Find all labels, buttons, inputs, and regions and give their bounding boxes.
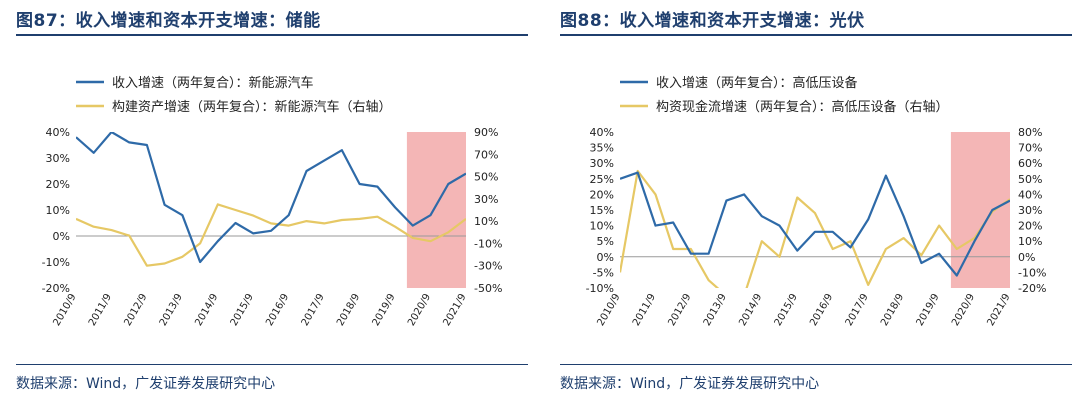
right-axis-tick-label: 20% <box>1018 220 1042 233</box>
left-axis-tick-label: 15% <box>590 204 614 217</box>
left-axis-tick-label: 5% <box>597 235 614 248</box>
left-axis-tick-label: 40% <box>46 126 70 139</box>
x-axis-tick-label: 2018/9 <box>879 292 906 328</box>
chart-panel-88: 图88：收入增速和资本开支增速：光伏 收入增速（两年复合）：高低压设备构资现金流… <box>560 0 1080 405</box>
right-axis-tick-label: 30% <box>1018 204 1042 217</box>
right-axis-tick-label: 90% <box>474 126 498 139</box>
x-axis-tick-label: 2017/9 <box>844 292 871 328</box>
title-divider <box>560 34 1072 36</box>
legend-label: 收入增速（两年复合）：高低压设备 <box>656 75 858 91</box>
right-axis-tick-label: 10% <box>1018 235 1042 248</box>
left-axis-tick-label: 10% <box>46 204 70 217</box>
x-axis-tick-label: 2015/9 <box>773 292 800 328</box>
x-axis-tick-label: 2016/9 <box>264 292 291 328</box>
left-axis-tick-label: -10% <box>42 256 70 269</box>
series-line <box>76 203 466 267</box>
left-axis-tick-label: -10% <box>586 282 614 295</box>
right-axis-tick-label: 60% <box>1018 157 1042 170</box>
x-axis-tick-label: 2021/9 <box>441 292 468 328</box>
source-divider <box>16 364 528 365</box>
highlight-region <box>950 132 1010 288</box>
right-axis-tick-label: -30% <box>474 260 502 273</box>
x-axis-tick-label: 2020/9 <box>406 292 433 328</box>
source-divider <box>560 364 1072 365</box>
x-axis-tick-label: 2013/9 <box>158 292 185 328</box>
series-line <box>76 132 466 264</box>
x-axis-tick-label: 2014/9 <box>737 292 764 328</box>
legend-label: 构资现金流增速（两年复合）：高低压设备（右轴） <box>656 99 949 115</box>
x-axis-tick-label: 2018/9 <box>335 292 362 328</box>
chart-panel-87: 图87：收入增速和资本开支增速：储能 收入增速（两年复合）：新能源汽车构建资产增… <box>16 0 536 405</box>
right-axis-tick-label: -10% <box>474 237 502 250</box>
x-axis-tick-label: 2012/9 <box>122 292 149 328</box>
x-axis-tick-label: 2011/9 <box>87 292 114 328</box>
x-axis-tick-label: 2014/9 <box>193 292 220 328</box>
left-axis-tick-label: -5% <box>593 266 614 279</box>
x-axis-tick-label: 2012/9 <box>666 292 693 328</box>
left-axis-tick-label: 30% <box>46 152 70 165</box>
right-axis-tick-label: -50% <box>474 282 502 295</box>
left-axis-tick-label: 25% <box>590 173 614 186</box>
left-axis-tick-label: -20% <box>42 282 70 295</box>
left-axis-tick-label: 0% <box>53 230 70 243</box>
right-axis-tick-label: 70% <box>1018 142 1042 155</box>
right-axis-tick-label: 0% <box>1018 251 1035 264</box>
chart-title: 图88：收入增速和资本开支增速：光伏 <box>560 11 865 31</box>
x-axis-tick-label: 2017/9 <box>300 292 327 328</box>
right-axis-tick-label: 10% <box>474 215 498 228</box>
x-axis-tick-label: 2013/9 <box>702 292 729 328</box>
x-axis-tick-label: 2021/9 <box>985 292 1012 328</box>
left-axis-tick-label: 20% <box>46 178 70 191</box>
x-axis-tick-label: 2019/9 <box>915 292 942 328</box>
legend-label: 构建资产增速（两年复合）：新能源汽车（右轴） <box>112 99 392 115</box>
chart-title: 图87：收入增速和资本开支增速：储能 <box>16 11 321 31</box>
left-axis-tick-label: 30% <box>590 157 614 170</box>
x-axis-tick-label: 2015/9 <box>229 292 256 328</box>
x-axis-tick-label: 2010/9 <box>595 292 622 328</box>
series-line <box>620 169 1010 288</box>
x-axis-tick-label: 2016/9 <box>808 292 835 328</box>
right-axis-tick-label: 50% <box>474 171 498 184</box>
right-axis-tick-label: -20% <box>1018 282 1046 295</box>
left-axis-tick-label: 35% <box>590 142 614 155</box>
series-line <box>620 171 1010 277</box>
x-axis-tick-label: 2019/9 <box>371 292 398 328</box>
right-axis-tick-label: 70% <box>474 148 498 161</box>
source-note: 数据来源：Wind，广发证券发展研究中心 <box>16 376 276 392</box>
x-axis-tick-label: 2010/9 <box>51 292 78 328</box>
right-axis-tick-label: 40% <box>1018 188 1042 201</box>
left-axis-tick-label: 10% <box>590 220 614 233</box>
left-axis-tick-label: 40% <box>590 126 614 139</box>
left-axis-tick-label: 0% <box>597 251 614 264</box>
right-axis-tick-label: 30% <box>474 193 498 206</box>
right-axis-tick-label: 50% <box>1018 173 1042 186</box>
left-axis-tick-label: 20% <box>590 188 614 201</box>
highlight-region <box>406 132 466 288</box>
right-axis-tick-label: 80% <box>1018 126 1042 139</box>
legend-label: 收入增速（两年复合）：新能源汽车 <box>112 75 314 91</box>
x-axis-tick-label: 2011/9 <box>631 292 658 328</box>
title-divider <box>16 34 528 36</box>
x-axis-tick-label: 2020/9 <box>950 292 977 328</box>
right-axis-tick-label: -10% <box>1018 266 1046 279</box>
source-note: 数据来源：Wind，广发证券发展研究中心 <box>560 376 820 392</box>
